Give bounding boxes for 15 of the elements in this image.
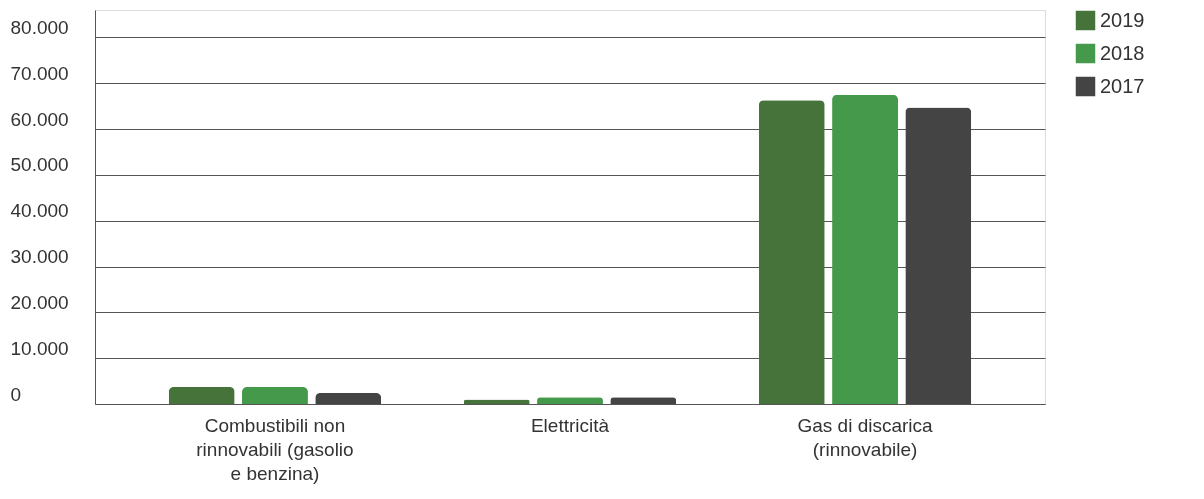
- y-tick-label: 50.000: [10, 154, 69, 176]
- x-tick-label: Elettricità: [530, 414, 610, 436]
- legend-label: 2018: [1100, 41, 1145, 64]
- y-tick-label: 20.000: [10, 291, 69, 313]
- y-tick-label: 60.000: [10, 108, 69, 130]
- y-tick-label: 10.000: [10, 337, 69, 359]
- y-tick-label: 80.000: [10, 16, 69, 38]
- y-tick-label: 40.000: [10, 200, 69, 222]
- x-tick-label: Combustibili non rinnovabili (gasolio e benzina): [196, 414, 354, 484]
- legend-label: 2019: [1100, 8, 1145, 31]
- x-tick-label: Gas di discarica (rinnovabile): [797, 414, 934, 460]
- legend-label: 2017: [1100, 74, 1145, 97]
- y-tick-label: 30.000: [10, 246, 69, 268]
- y-tick-label: 0: [10, 383, 22, 405]
- y-tick-label: 70.000: [10, 62, 69, 84]
